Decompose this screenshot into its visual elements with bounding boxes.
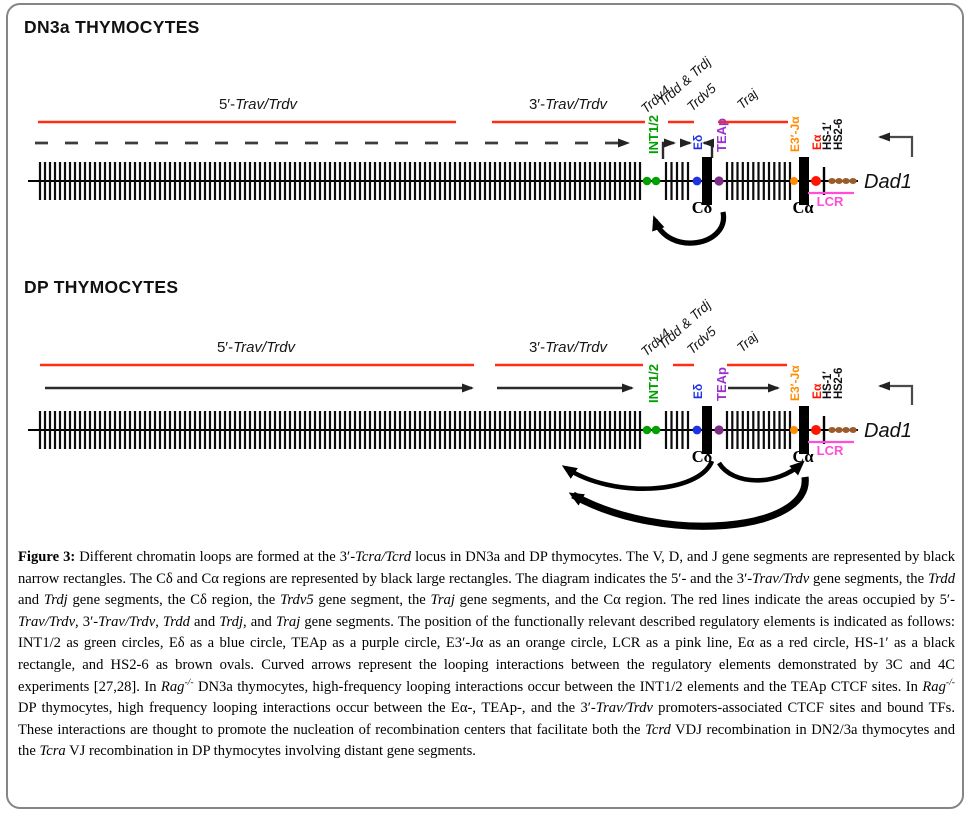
label-c-alpha: Cα [792,198,814,217]
hs26-oval [842,427,850,433]
label-e-alpha: Eα [810,383,824,399]
label-teap: TEAp [714,367,729,401]
locus-diagrams: DN3a THYMOCYTES 5′-Trav/Trdv 3′-Trav/Trd… [24,17,914,530]
label-e-delta: Eδ [691,135,705,150]
label-int12: INT1/2 [646,115,661,154]
label-teap: TEAp [714,118,729,152]
loop-arrow-cdelta-int12 [561,459,715,491]
label-5prime-trav-trdv: 5′-Trav/Trdv [219,96,299,113]
int12-circle [651,425,661,435]
label-lcr: LCR [817,194,844,209]
converging-arrow-left [702,138,714,158]
label-e-alpha: Eα [810,134,824,150]
int12-circle [651,176,661,186]
label-c-alpha: Cα [792,447,814,466]
e-delta-circle [692,425,702,435]
dad1-antisense-arrow [878,381,914,405]
dn3a-gene-segments [38,162,792,200]
hs26-oval [828,427,836,433]
label-lcr: LCR [817,443,844,458]
int12-circle [642,425,652,435]
gene-segment-ticks [38,162,792,200]
label-c-delta: Cδ [692,447,712,466]
e3-ja-circle [790,426,798,434]
label-dad1: Dad1 [864,420,912,442]
e-alpha-circle [811,176,821,186]
label-traj: Traj [734,329,761,356]
dp-title: DP THYMOCYTES [24,277,178,297]
label-hs1: HS-1′ [822,371,834,399]
hs26-oval [828,178,836,184]
e-alpha-circle [811,425,821,435]
hs26-oval [835,178,843,184]
hs26-oval [835,427,843,433]
c-delta-rect [702,406,712,454]
hs26-oval [849,427,857,433]
dad1-antisense-arrow [878,132,914,157]
hs26-oval [842,178,850,184]
label-3prime-trav-trdv: 3′-Trav/Trdv [529,96,609,113]
label-hs26: HS2-6 [833,368,845,399]
c-alpha-rect [799,406,809,454]
label-int12: INT1/2 [646,364,661,403]
label-hs1: HS-1′ [822,122,834,150]
teap-circle [714,176,724,186]
gene-segment-ticks [38,411,792,449]
dn3a-section: DN3a THYMOCYTES 5′-Trav/Trdv 3′-Trav/Trd… [24,17,914,246]
loop-arrow-teap-int12 [652,211,726,246]
dp-gene-segments [38,411,792,449]
loop-arrow-calpha-travtrdv [568,476,809,530]
e3-ja-circle [790,177,798,185]
c-alpha-rect [799,157,809,205]
label-hs26: HS2-6 [833,119,845,150]
dp-section: DP THYMOCYTES 5′-Trav/Trdv 3′-Trav/Trdv … [24,277,914,530]
label-e3-ja: E3′-Jα [788,116,802,152]
label-traj: Traj [734,86,761,113]
label-e3-ja: E3′-Jα [788,365,802,401]
e-delta-circle [692,176,702,186]
label-dad1: Dad1 [864,171,912,193]
c-delta-rect [702,157,712,205]
teap-circle [714,425,724,435]
int12-circle [642,176,652,186]
label-5prime-trav-trdv: 5′-Trav/Trdv [217,339,297,356]
dn3a-title: DN3a THYMOCYTES [24,17,200,37]
promoter-arrow-right [661,138,676,159]
loop-arrow-cdelta-calpha [717,460,805,483]
label-c-delta: Cδ [692,198,712,217]
figure-caption: Figure 3: Different chromatin loops are … [18,549,955,760]
hs26-oval [849,178,857,184]
label-e-delta: Eδ [691,384,705,399]
label-3prime-trav-trdv: 3′-Trav/Trdv [529,339,609,356]
